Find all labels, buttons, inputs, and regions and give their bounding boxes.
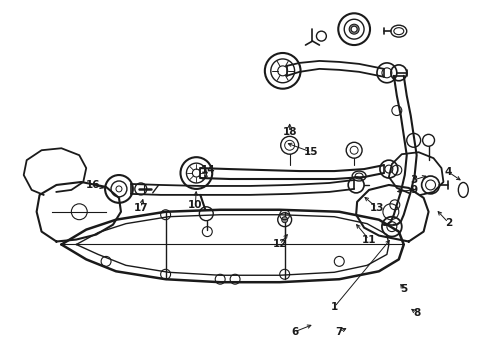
Text: 17: 17 [133,203,148,213]
Text: 1: 1 [330,302,337,312]
Circle shape [348,24,358,34]
Circle shape [281,217,287,223]
Text: 13: 13 [369,203,384,213]
Text: 4: 4 [444,167,451,177]
Text: 16: 16 [86,180,100,190]
Text: 14: 14 [201,165,215,175]
Text: 8: 8 [412,308,419,318]
Text: 6: 6 [290,327,298,337]
Text: 10: 10 [188,200,202,210]
Text: 3: 3 [409,175,416,185]
Text: 15: 15 [304,147,318,157]
Text: 5: 5 [399,284,407,294]
Text: 11: 11 [361,234,375,244]
Text: 9: 9 [409,185,416,195]
Text: 18: 18 [282,127,296,138]
Text: 2: 2 [444,218,451,228]
Text: 7: 7 [335,327,342,337]
Circle shape [350,26,356,32]
Text: 12: 12 [272,239,286,249]
